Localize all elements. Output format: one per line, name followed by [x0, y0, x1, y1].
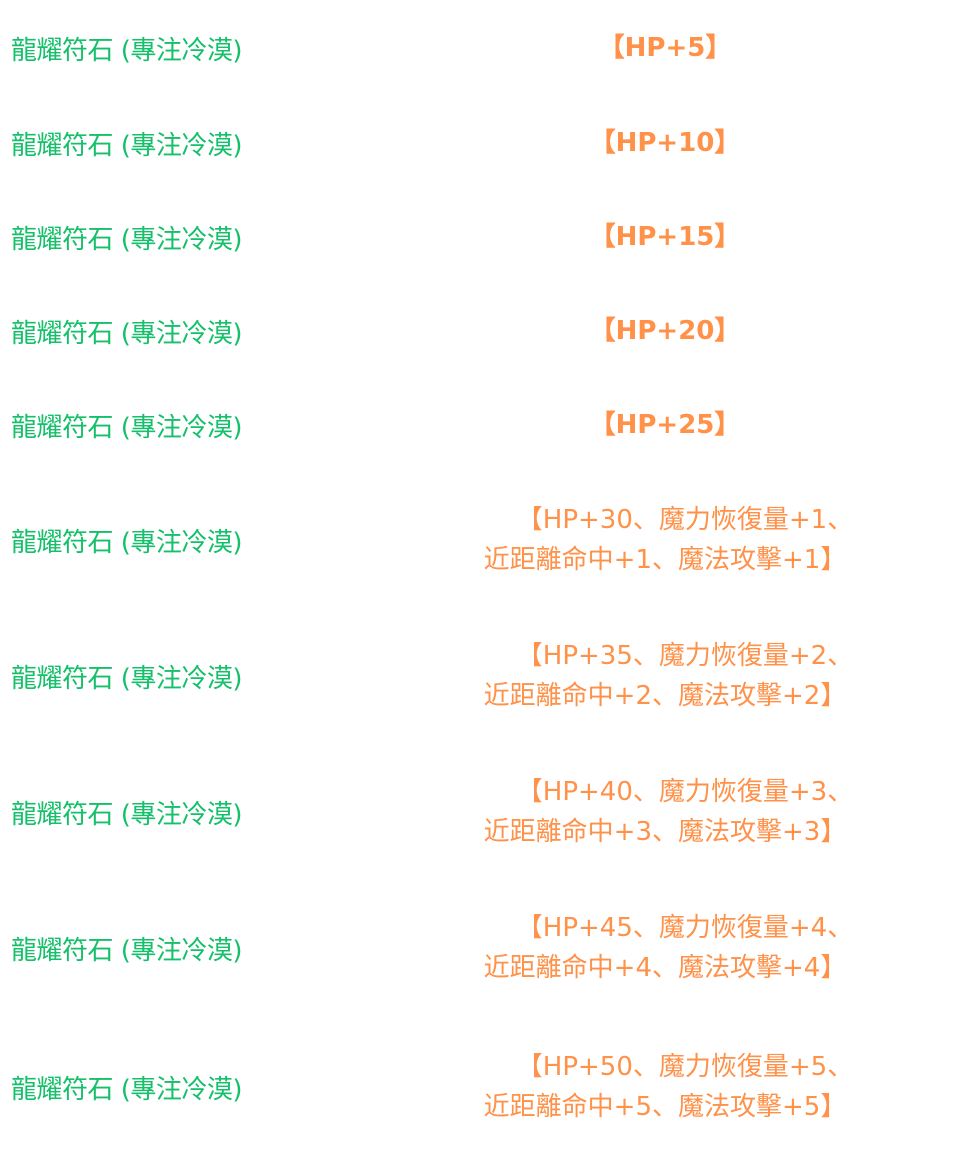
- value-line: 近距離命中+3、魔法攻擊+3】: [483, 817, 847, 847]
- value-line: 【HP+20】: [589, 316, 741, 346]
- item-name: 龍耀符石 (專注冷漠): [11, 35, 243, 66]
- table-row: 龍耀符石 (專注冷漠) 【HP+10】: [0, 123, 956, 163]
- item-name: 龍耀符石 (專注冷漠): [11, 527, 243, 558]
- table-row: 龍耀符石 (專注冷漠) 【HP+25】: [0, 405, 956, 445]
- item-name: 龍耀符石 (專注冷漠): [11, 224, 243, 255]
- item-value: 【HP+15】: [400, 217, 930, 257]
- value-line: 近距離命中+4、魔法攻擊+4】: [483, 953, 847, 983]
- item-name: 龍耀符石 (專注冷漠): [11, 1074, 243, 1105]
- value-line: 近距離命中+5、魔法攻擊+5】: [483, 1092, 847, 1122]
- item-name: 龍耀符石 (專注冷漠): [11, 318, 243, 349]
- item-value: 【HP+40、魔力恢復量+3、 近距離命中+3、魔法攻擊+3】: [400, 772, 930, 852]
- value-line: 【HP+5】: [598, 33, 732, 63]
- item-value: 【HP+10】: [400, 123, 930, 163]
- table-row: 龍耀符石 (專注冷漠) 【HP+15】: [0, 217, 956, 257]
- table-row: 龍耀符石 (專注冷漠) 【HP+30、魔力恢復量+1、 近距離命中+1、魔法攻擊…: [0, 500, 956, 580]
- table-row: 龍耀符石 (專注冷漠) 【HP+40、魔力恢復量+3、 近距離命中+3、魔法攻擊…: [0, 772, 956, 852]
- value-line: 【HP+10】: [589, 128, 741, 158]
- value-line: 近距離命中+1、魔法攻擊+1】: [483, 545, 847, 575]
- item-name: 龍耀符石 (專注冷漠): [11, 799, 243, 830]
- value-line: 近距離命中+2、魔法攻擊+2】: [483, 681, 847, 711]
- item-name: 龍耀符石 (專注冷漠): [11, 130, 243, 161]
- item-name: 龍耀符石 (專注冷漠): [11, 663, 243, 694]
- item-name: 龍耀符石 (專注冷漠): [11, 412, 243, 443]
- item-value: 【HP+25】: [400, 405, 930, 445]
- item-value: 【HP+35、魔力恢復量+2、 近距離命中+2、魔法攻擊+2】: [400, 636, 930, 716]
- table-row: 龍耀符石 (專注冷漠) 【HP+35、魔力恢復量+2、 近距離命中+2、魔法攻擊…: [0, 636, 956, 716]
- table-row: 龍耀符石 (專注冷漠) 【HP+50、魔力恢復量+5、 近距離命中+5、魔法攻擊…: [0, 1047, 956, 1127]
- value-line: 【HP+30、魔力恢復量+1、: [516, 505, 854, 535]
- value-line: 【HP+35、魔力恢復量+2、: [516, 641, 854, 671]
- value-line: 【HP+50、魔力恢復量+5、: [516, 1052, 854, 1082]
- value-line: 【HP+15】: [589, 222, 741, 252]
- table-row: 龍耀符石 (專注冷漠) 【HP+5】: [0, 28, 956, 68]
- item-value: 【HP+20】: [400, 311, 930, 351]
- item-value: 【HP+5】: [400, 28, 930, 68]
- value-line: 【HP+25】: [589, 410, 741, 440]
- item-value: 【HP+30、魔力恢復量+1、 近距離命中+1、魔法攻擊+1】: [400, 500, 930, 580]
- item-value: 【HP+50、魔力恢復量+5、 近距離命中+5、魔法攻擊+5】: [400, 1047, 930, 1127]
- item-name: 龍耀符石 (專注冷漠): [11, 935, 243, 966]
- value-line: 【HP+40、魔力恢復量+3、: [516, 777, 854, 807]
- table-row: 龍耀符石 (專注冷漠) 【HP+45、魔力恢復量+4、 近距離命中+4、魔法攻擊…: [0, 908, 956, 988]
- value-line: 【HP+45、魔力恢復量+4、: [516, 913, 854, 943]
- item-value: 【HP+45、魔力恢復量+4、 近距離命中+4、魔法攻擊+4】: [400, 908, 930, 988]
- table-row: 龍耀符石 (專注冷漠) 【HP+20】: [0, 311, 956, 351]
